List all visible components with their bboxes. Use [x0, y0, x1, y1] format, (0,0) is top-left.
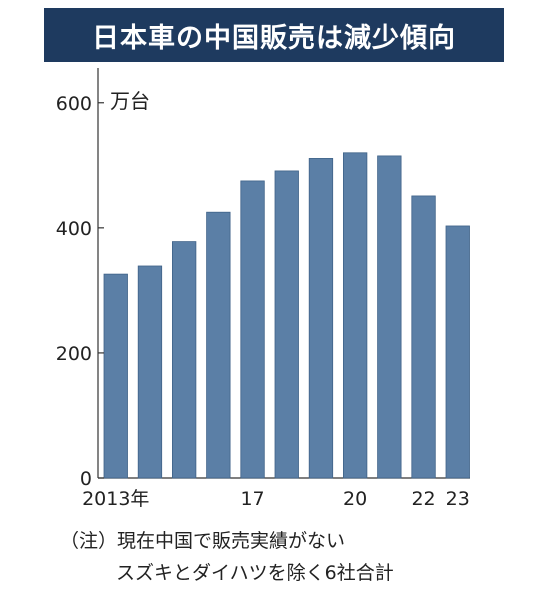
y-tick-label: 400: [56, 218, 92, 240]
bar: [240, 180, 265, 479]
x-ticks: 2013年 17 20 22 23: [82, 488, 470, 510]
unit-label: 万台: [110, 89, 150, 113]
y-tick-label: 0: [80, 468, 92, 490]
bar: [308, 158, 334, 479]
y-ticks: 0 200 400 600: [56, 93, 104, 490]
x-tick-label: 2013年: [82, 488, 149, 510]
chart-title: 日本車の中国販売は減少傾向: [44, 8, 504, 62]
bar: [377, 155, 402, 479]
bar: [411, 195, 436, 479]
y-tick-label: 200: [56, 343, 92, 365]
bars: [103, 152, 470, 479]
x-tick-label: 22: [411, 488, 435, 510]
footnote-line-2: スズキとダイハツを除く6社合計: [116, 562, 394, 584]
y-tick-label: 600: [56, 93, 92, 115]
bar: [103, 273, 128, 479]
footnote-line-1: （注）現在中国で販売実績がない: [60, 530, 346, 552]
x-tick-label: 23: [446, 488, 470, 510]
x-tick-label: 17: [240, 488, 264, 510]
bar: [206, 211, 231, 479]
bar: [445, 225, 470, 479]
bar: [137, 265, 163, 479]
bar: [171, 241, 197, 479]
bar: [274, 170, 299, 479]
x-tick-label: 20: [343, 488, 367, 510]
bar: [342, 152, 368, 479]
